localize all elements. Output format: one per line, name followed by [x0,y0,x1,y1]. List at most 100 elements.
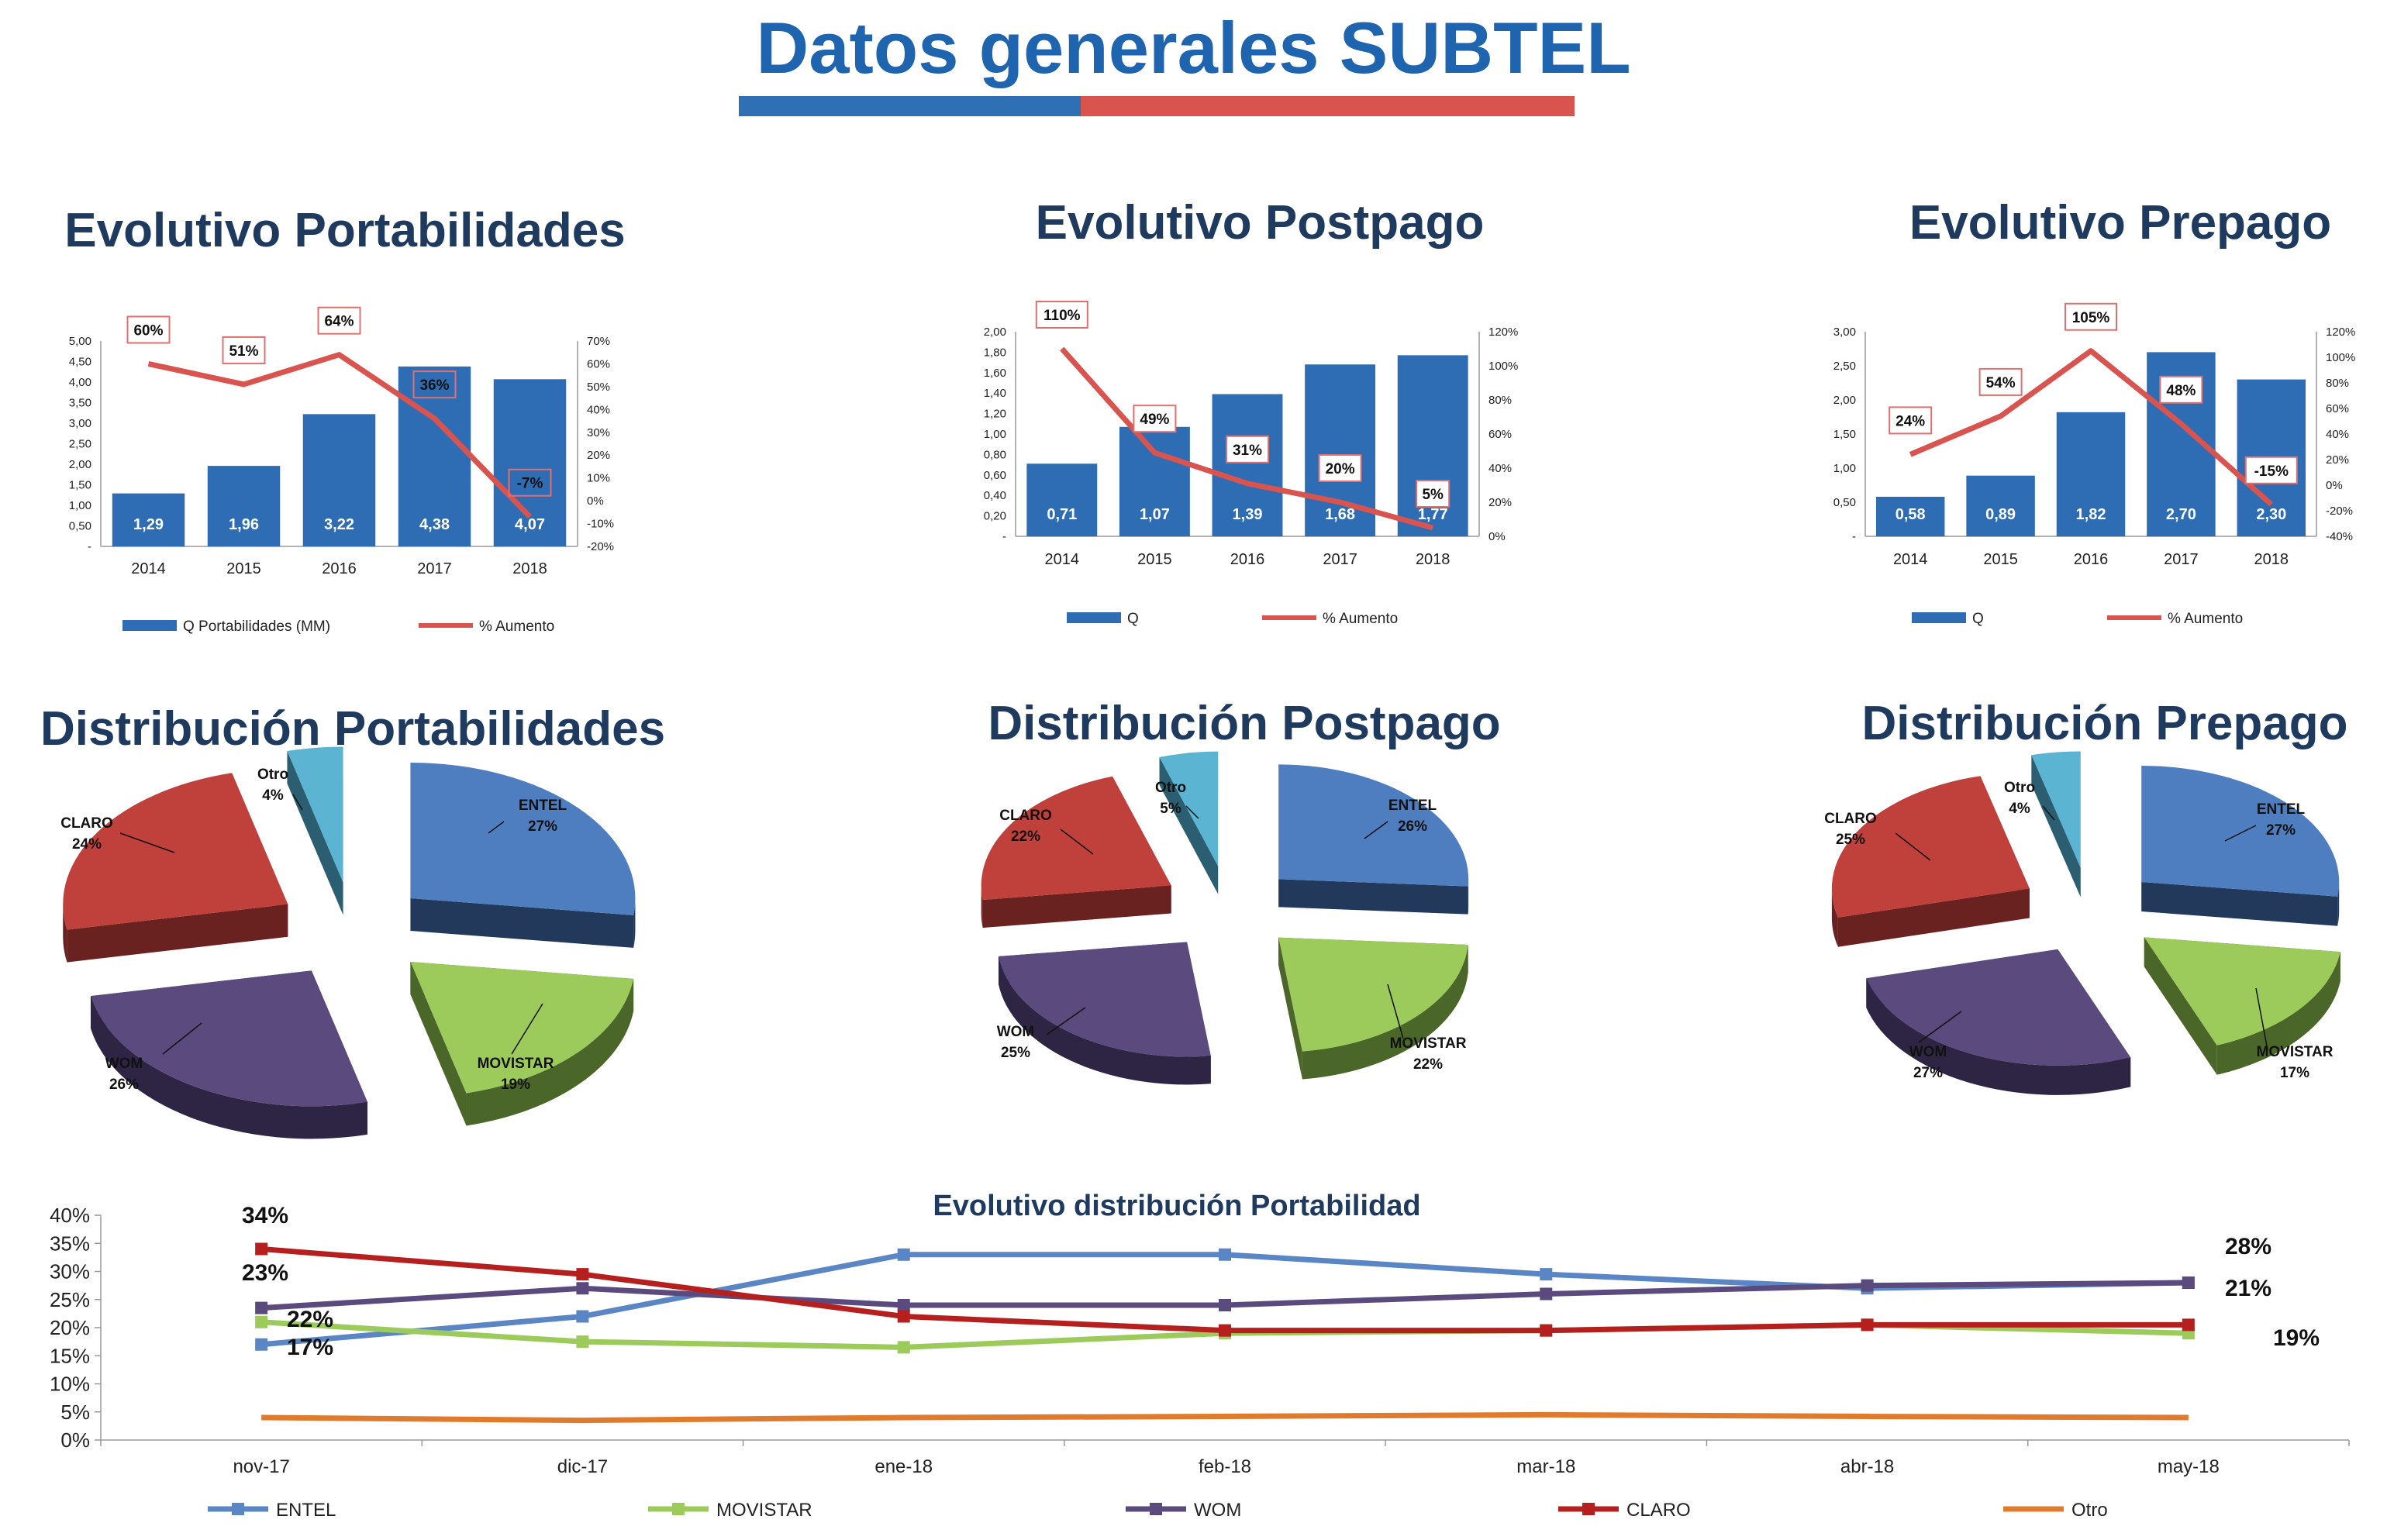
right-tick-label: -20% [2326,505,2353,518]
left-tick-label: 1,00 [69,499,91,512]
pie-slice-otro [287,746,343,883]
category-label: 2018 [512,560,547,577]
pie-slice-wom [998,942,1211,1057]
pie-label-name: WOM [1909,1044,1947,1060]
pie-label-value: 26% [109,1077,139,1093]
legend-label-wom: WOM [1194,1500,1241,1521]
percent-label: 105% [2072,310,2110,326]
left-tick-label: 0,80 [984,448,1006,461]
pie-label-value: 19% [501,1077,530,1093]
bar-value-label: 1,96 [229,516,259,533]
legend-label-otro: Otro [2071,1500,2108,1521]
series-marker [576,1335,589,1349]
pie-label-name: ENTEL [1388,798,1437,814]
pie-slice-otro [2031,751,2081,868]
bar [1966,475,2035,536]
pie-label-name: MOVISTAR [1390,1035,1467,1052]
right-tick-label: 40% [2326,428,2349,441]
title-distribucion-prepago: Distribución Prepago [1861,697,2348,750]
legend-marker [1582,1503,1595,1515]
pie-leader-line [1046,1007,1086,1035]
title-evolutivo-postpago: Evolutivo Postpago [1035,196,1485,250]
percent-label-box [508,468,552,497]
pie-label-name: Otro [1155,780,1186,796]
bottom-chart-title: Evolutivo distribución Portabilidad [933,1190,1420,1222]
series-marker [1540,1268,1553,1281]
series-marker [1861,1279,1874,1292]
left-tick-label: 2,00 [984,326,1006,339]
category-label: 2014 [1045,551,1080,568]
pie-leader-line [1185,805,1199,819]
series-marker [897,1299,910,1311]
category-label: 2018 [2254,551,2289,568]
series-marker [255,1301,268,1314]
pie-label-value: 4% [2009,801,2030,817]
pie-leader-line [162,1022,202,1055]
category-label: dic-17 [557,1456,608,1477]
series-marker [897,1341,910,1354]
bar [207,466,281,546]
legend-label-line: % Aumento [479,618,554,635]
bar-value-label: 0,71 [1047,506,1077,523]
pie-slice-side [998,956,1211,1085]
percent-label: 20% [1326,461,1355,477]
category-label: ene-18 [874,1456,933,1477]
series-marker [1219,1299,1231,1311]
left-tick-label: 4,50 [69,356,91,369]
legend-swatch-bars [122,620,177,631]
right-tick-label: 0% [2326,479,2343,492]
category-label: 2016 [1230,551,1265,568]
right-tick-label: 80% [1488,394,1512,407]
bar-value-label: 4,07 [515,516,545,533]
category-label: feb-18 [1199,1456,1251,1477]
pie-slice-edge [982,885,1171,928]
pie-slice-edge [2144,937,2217,1075]
percent-label: 31% [1233,443,1262,459]
left-tick-label: 0,60 [984,469,1006,482]
legend-label-claro: CLARO [1626,1500,1691,1521]
bar [1212,394,1283,536]
right-tick-label: 60% [1488,428,1512,441]
pie-label-name: WOM [997,1024,1035,1040]
pie-label-name: Otro [257,767,288,783]
right-tick-label: 100% [2326,351,2355,364]
title-underline [739,96,1575,116]
percent-label-box [222,336,266,364]
evol-postpago-chart: - 0,20 0,40 0,60 0,80 1,00 1,20 1,40 1,60 1,80 2,0… [984,301,1518,627]
percent-label: 60% [133,322,163,339]
series-marker [897,1310,910,1323]
annotation-label: 21% [2225,1276,2271,1301]
percent-label: 5% [1422,487,1444,503]
legend-label-movistar: MOVISTAR [716,1500,812,1521]
percent-label-box [1133,405,1177,433]
pie-leader-line [511,1003,543,1055]
pie-slice-edge [2031,755,2081,897]
percent-label-box [412,370,457,399]
pie-leader-line [1387,984,1404,1039]
pie-slice-side [1866,978,2131,1095]
bar [302,414,376,546]
percent-label: 110% [1043,308,1081,324]
pie-label-value: 4% [262,787,284,804]
pie-slice-side [466,978,634,1126]
pie-leader-line [119,832,175,853]
percent-label-box [1226,435,1269,463]
series-marker [255,1338,268,1351]
pie-label-value: 22% [1413,1056,1443,1073]
left-tick-label: 1,00 [1833,462,1856,475]
y-tick-label: 20% [50,1316,90,1339]
percent-label-box [1318,454,1362,482]
pie-slice-claro [981,776,1171,901]
y-tick-label: 15% [50,1344,90,1367]
right-tick-label: 60% [587,357,610,370]
pie-slice-wom [1866,949,2131,1066]
y-tick-label: 5% [60,1400,90,1424]
series-marker [255,1242,268,1256]
pie-label-name: CLARO [999,808,1052,824]
left-tick-label: 1,00 [984,428,1006,441]
category-label: 2016 [2074,551,2109,568]
pie-slice-movistar [1278,937,1468,1052]
pie-slice-side [1831,888,1838,947]
category-label: 2016 [322,560,357,577]
